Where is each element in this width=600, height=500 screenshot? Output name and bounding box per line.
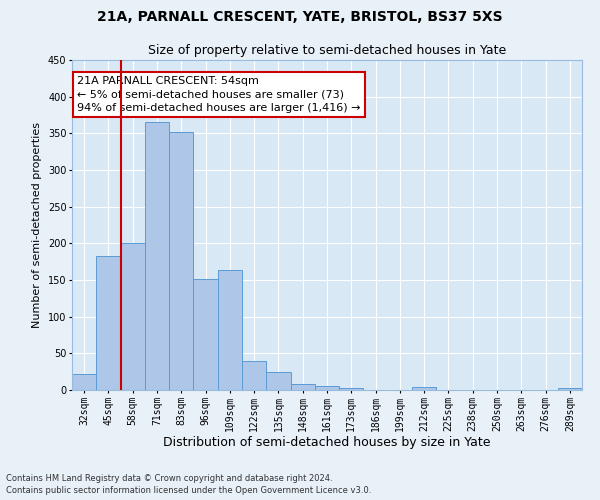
Bar: [266, 372, 290, 390]
Bar: [339, 388, 364, 390]
X-axis label: Distribution of semi-detached houses by size in Yate: Distribution of semi-detached houses by …: [163, 436, 491, 450]
Title: Size of property relative to semi-detached houses in Yate: Size of property relative to semi-detach…: [148, 44, 506, 58]
Bar: [218, 270, 242, 390]
Text: 21A PARNALL CRESCENT: 54sqm
← 5% of semi-detached houses are smaller (73)
94% of: 21A PARNALL CRESCENT: 54sqm ← 5% of semi…: [77, 76, 361, 113]
Bar: [121, 242, 145, 390]
Bar: [558, 388, 582, 390]
Bar: [72, 374, 96, 390]
Bar: [96, 256, 121, 390]
Bar: [315, 386, 339, 390]
Y-axis label: Number of semi-detached properties: Number of semi-detached properties: [32, 122, 42, 328]
Bar: [242, 360, 266, 390]
Text: Contains HM Land Registry data © Crown copyright and database right 2024.
Contai: Contains HM Land Registry data © Crown c…: [6, 474, 371, 495]
Bar: [193, 280, 218, 390]
Bar: [290, 384, 315, 390]
Bar: [145, 122, 169, 390]
Bar: [169, 132, 193, 390]
Text: 21A, PARNALL CRESCENT, YATE, BRISTOL, BS37 5XS: 21A, PARNALL CRESCENT, YATE, BRISTOL, BS…: [97, 10, 503, 24]
Bar: [412, 387, 436, 390]
